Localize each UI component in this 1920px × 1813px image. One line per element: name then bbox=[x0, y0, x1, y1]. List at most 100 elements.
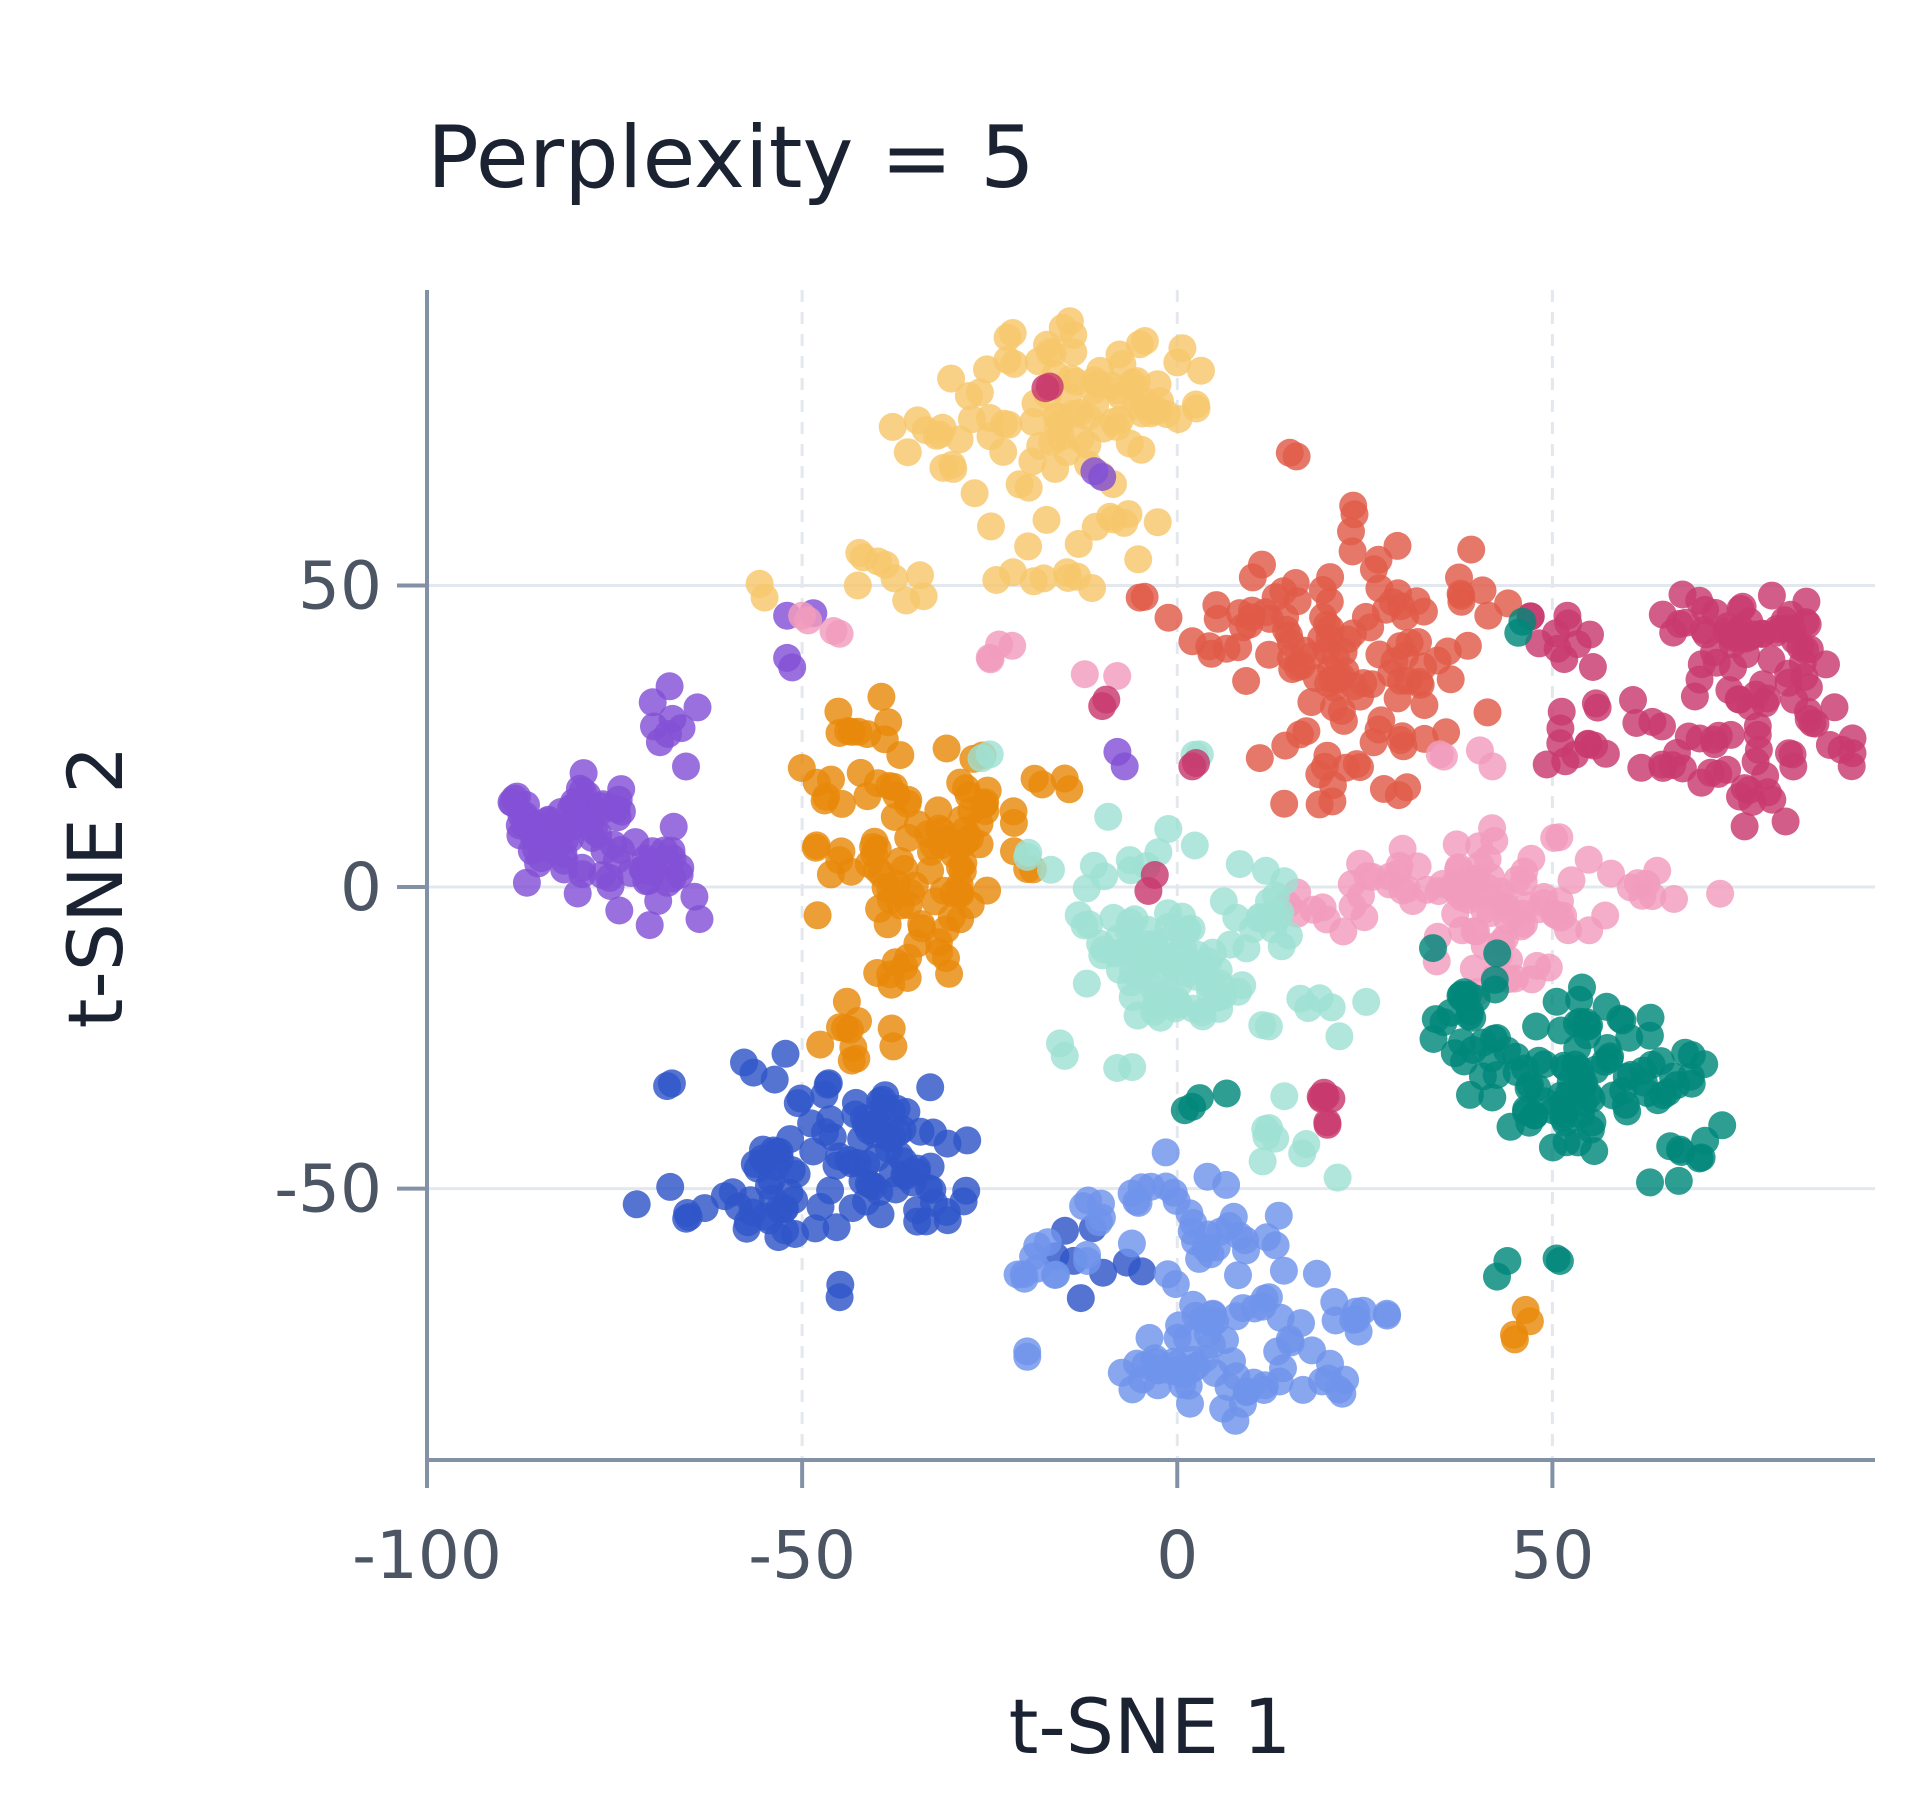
scatter-point bbox=[1687, 768, 1716, 797]
scatter-point bbox=[1542, 987, 1571, 1016]
scatter-point bbox=[566, 802, 595, 831]
scatter-point bbox=[1086, 356, 1115, 385]
scatter-point bbox=[1318, 787, 1347, 816]
scatter-point bbox=[1468, 1062, 1497, 1091]
scatter-point bbox=[822, 1213, 851, 1242]
scatter-point bbox=[1338, 619, 1367, 648]
scatter-point bbox=[1545, 823, 1574, 852]
scatter-point bbox=[1271, 731, 1300, 760]
scatter-point bbox=[533, 807, 562, 836]
scatter-point bbox=[1046, 1029, 1074, 1058]
y-tick-label: 50 bbox=[298, 548, 382, 625]
scatter-point bbox=[1249, 1376, 1278, 1404]
scatter-point bbox=[947, 805, 976, 834]
scatter-point bbox=[1070, 660, 1099, 689]
scatter-point bbox=[672, 752, 700, 781]
scatter-point bbox=[1676, 1062, 1705, 1091]
cluster-1 bbox=[745, 307, 1215, 615]
scatter-point bbox=[1473, 845, 1502, 874]
scatter-point bbox=[1232, 667, 1261, 695]
scatter-point bbox=[1085, 1208, 1113, 1237]
scatter-point bbox=[1305, 760, 1334, 789]
scatter-point bbox=[1298, 1336, 1326, 1365]
scatter-point bbox=[1212, 1079, 1241, 1108]
scatter-point bbox=[1255, 604, 1284, 633]
scatter-point bbox=[1072, 969, 1101, 998]
scatter-point bbox=[952, 774, 980, 803]
scatter-point bbox=[802, 831, 831, 860]
scatter-point bbox=[1131, 1351, 1160, 1380]
scatter-point bbox=[1386, 726, 1415, 755]
scatter-point bbox=[1176, 1389, 1204, 1418]
tick-labels: -50 0 50 -100 -50 0 50 bbox=[274, 548, 1594, 1594]
scatter-point bbox=[638, 688, 667, 717]
scatter-point bbox=[844, 1007, 872, 1036]
scatter-point bbox=[1270, 789, 1299, 818]
scatter-point bbox=[786, 1084, 815, 1113]
scatter-point bbox=[1072, 874, 1101, 903]
scatter-point bbox=[1574, 845, 1603, 874]
scatter-point bbox=[924, 928, 953, 957]
scatter-point bbox=[1066, 1284, 1095, 1313]
scatter-point bbox=[1118, 1053, 1147, 1082]
scatter-point bbox=[568, 777, 597, 806]
scatter-point bbox=[1081, 512, 1110, 541]
scatter-point bbox=[837, 1046, 866, 1075]
scatter-point bbox=[1216, 930, 1245, 959]
scatter-point bbox=[1736, 692, 1765, 721]
scatter-point bbox=[1313, 1110, 1342, 1139]
scatter-point bbox=[1222, 1302, 1251, 1331]
scatter-point bbox=[1107, 382, 1135, 411]
scatter-point bbox=[1042, 1260, 1070, 1289]
scatter-point bbox=[827, 837, 856, 866]
scatter-point bbox=[819, 617, 848, 645]
scatter-point bbox=[1115, 908, 1144, 937]
scatter-point bbox=[1064, 529, 1093, 558]
scatter-point bbox=[1154, 603, 1183, 632]
cluster-11 bbox=[1031, 372, 1346, 1139]
scatter-point bbox=[1020, 764, 1049, 793]
scatter-point bbox=[801, 1214, 830, 1243]
scatter-point bbox=[1323, 1163, 1352, 1192]
scatter-point bbox=[1029, 564, 1058, 593]
scatter-point bbox=[871, 550, 900, 579]
scatter-point bbox=[1312, 636, 1341, 665]
scatter-point bbox=[854, 1169, 883, 1198]
x-tick-label: -100 bbox=[352, 1517, 502, 1594]
scatter-point bbox=[860, 827, 889, 856]
scatter-point bbox=[1313, 610, 1341, 639]
scatter-point bbox=[957, 405, 986, 434]
scatter-point bbox=[994, 410, 1023, 439]
scatter-point bbox=[1248, 1292, 1277, 1321]
scatter-point bbox=[657, 1069, 686, 1098]
scatter-point bbox=[1352, 987, 1381, 1016]
scatter-point bbox=[605, 896, 634, 925]
scatter-point bbox=[1409, 597, 1438, 626]
scatter-point bbox=[1429, 742, 1458, 771]
scatter-point bbox=[1187, 356, 1215, 385]
scatter-point bbox=[540, 836, 569, 865]
scatter-point bbox=[1143, 370, 1172, 399]
scatter-point bbox=[853, 782, 882, 811]
scatter-point bbox=[667, 714, 696, 743]
scatter-point bbox=[780, 1185, 809, 1214]
scatter-point bbox=[834, 717, 863, 746]
scatter-point bbox=[1440, 869, 1469, 898]
scatter-point bbox=[903, 406, 932, 435]
scatter-point bbox=[1261, 1231, 1290, 1260]
scatter-point bbox=[892, 586, 921, 615]
scatter-point bbox=[1316, 563, 1345, 592]
scatter-point bbox=[1719, 653, 1747, 682]
scatter-point bbox=[1134, 877, 1163, 905]
scatter-point bbox=[1312, 905, 1341, 934]
scatter-point bbox=[1749, 670, 1777, 699]
scatter-point bbox=[1812, 650, 1840, 679]
scatter-point bbox=[1201, 1359, 1229, 1387]
scatter-point bbox=[760, 1065, 789, 1094]
scatter-point bbox=[1078, 574, 1106, 603]
cluster-5 bbox=[787, 682, 1544, 1354]
scatter-point bbox=[1172, 1324, 1201, 1353]
scatter-point bbox=[1094, 802, 1123, 831]
scatter-point bbox=[1168, 334, 1197, 363]
scatter-point bbox=[1664, 1166, 1693, 1195]
